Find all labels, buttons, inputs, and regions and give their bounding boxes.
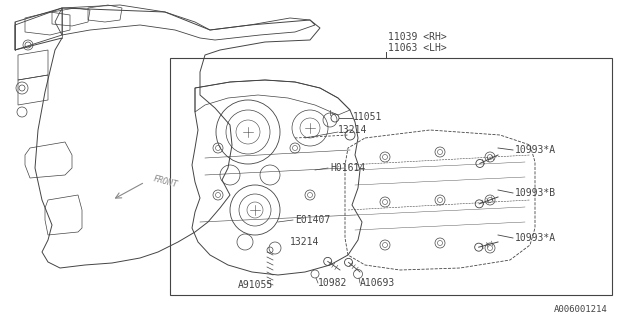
Text: 10993*A: 10993*A	[515, 233, 556, 243]
Text: 13214: 13214	[290, 237, 319, 247]
Text: E01407: E01407	[295, 215, 330, 225]
Text: 11063 <LH>: 11063 <LH>	[388, 43, 447, 53]
Text: A10693: A10693	[360, 278, 396, 288]
Text: A91055: A91055	[237, 280, 273, 290]
Text: 13214: 13214	[338, 125, 367, 135]
Text: A006001214: A006001214	[554, 306, 608, 315]
Bar	[170, 58, 612, 295]
Text: 11051: 11051	[353, 112, 382, 122]
Text: H01614: H01614	[330, 163, 365, 173]
Text: 10982: 10982	[318, 278, 348, 288]
Text: FRONT: FRONT	[152, 174, 179, 189]
Text: 10993*B: 10993*B	[515, 188, 556, 198]
Text: 11039 <RH>: 11039 <RH>	[388, 32, 447, 42]
Text: 10993*A: 10993*A	[515, 145, 556, 155]
